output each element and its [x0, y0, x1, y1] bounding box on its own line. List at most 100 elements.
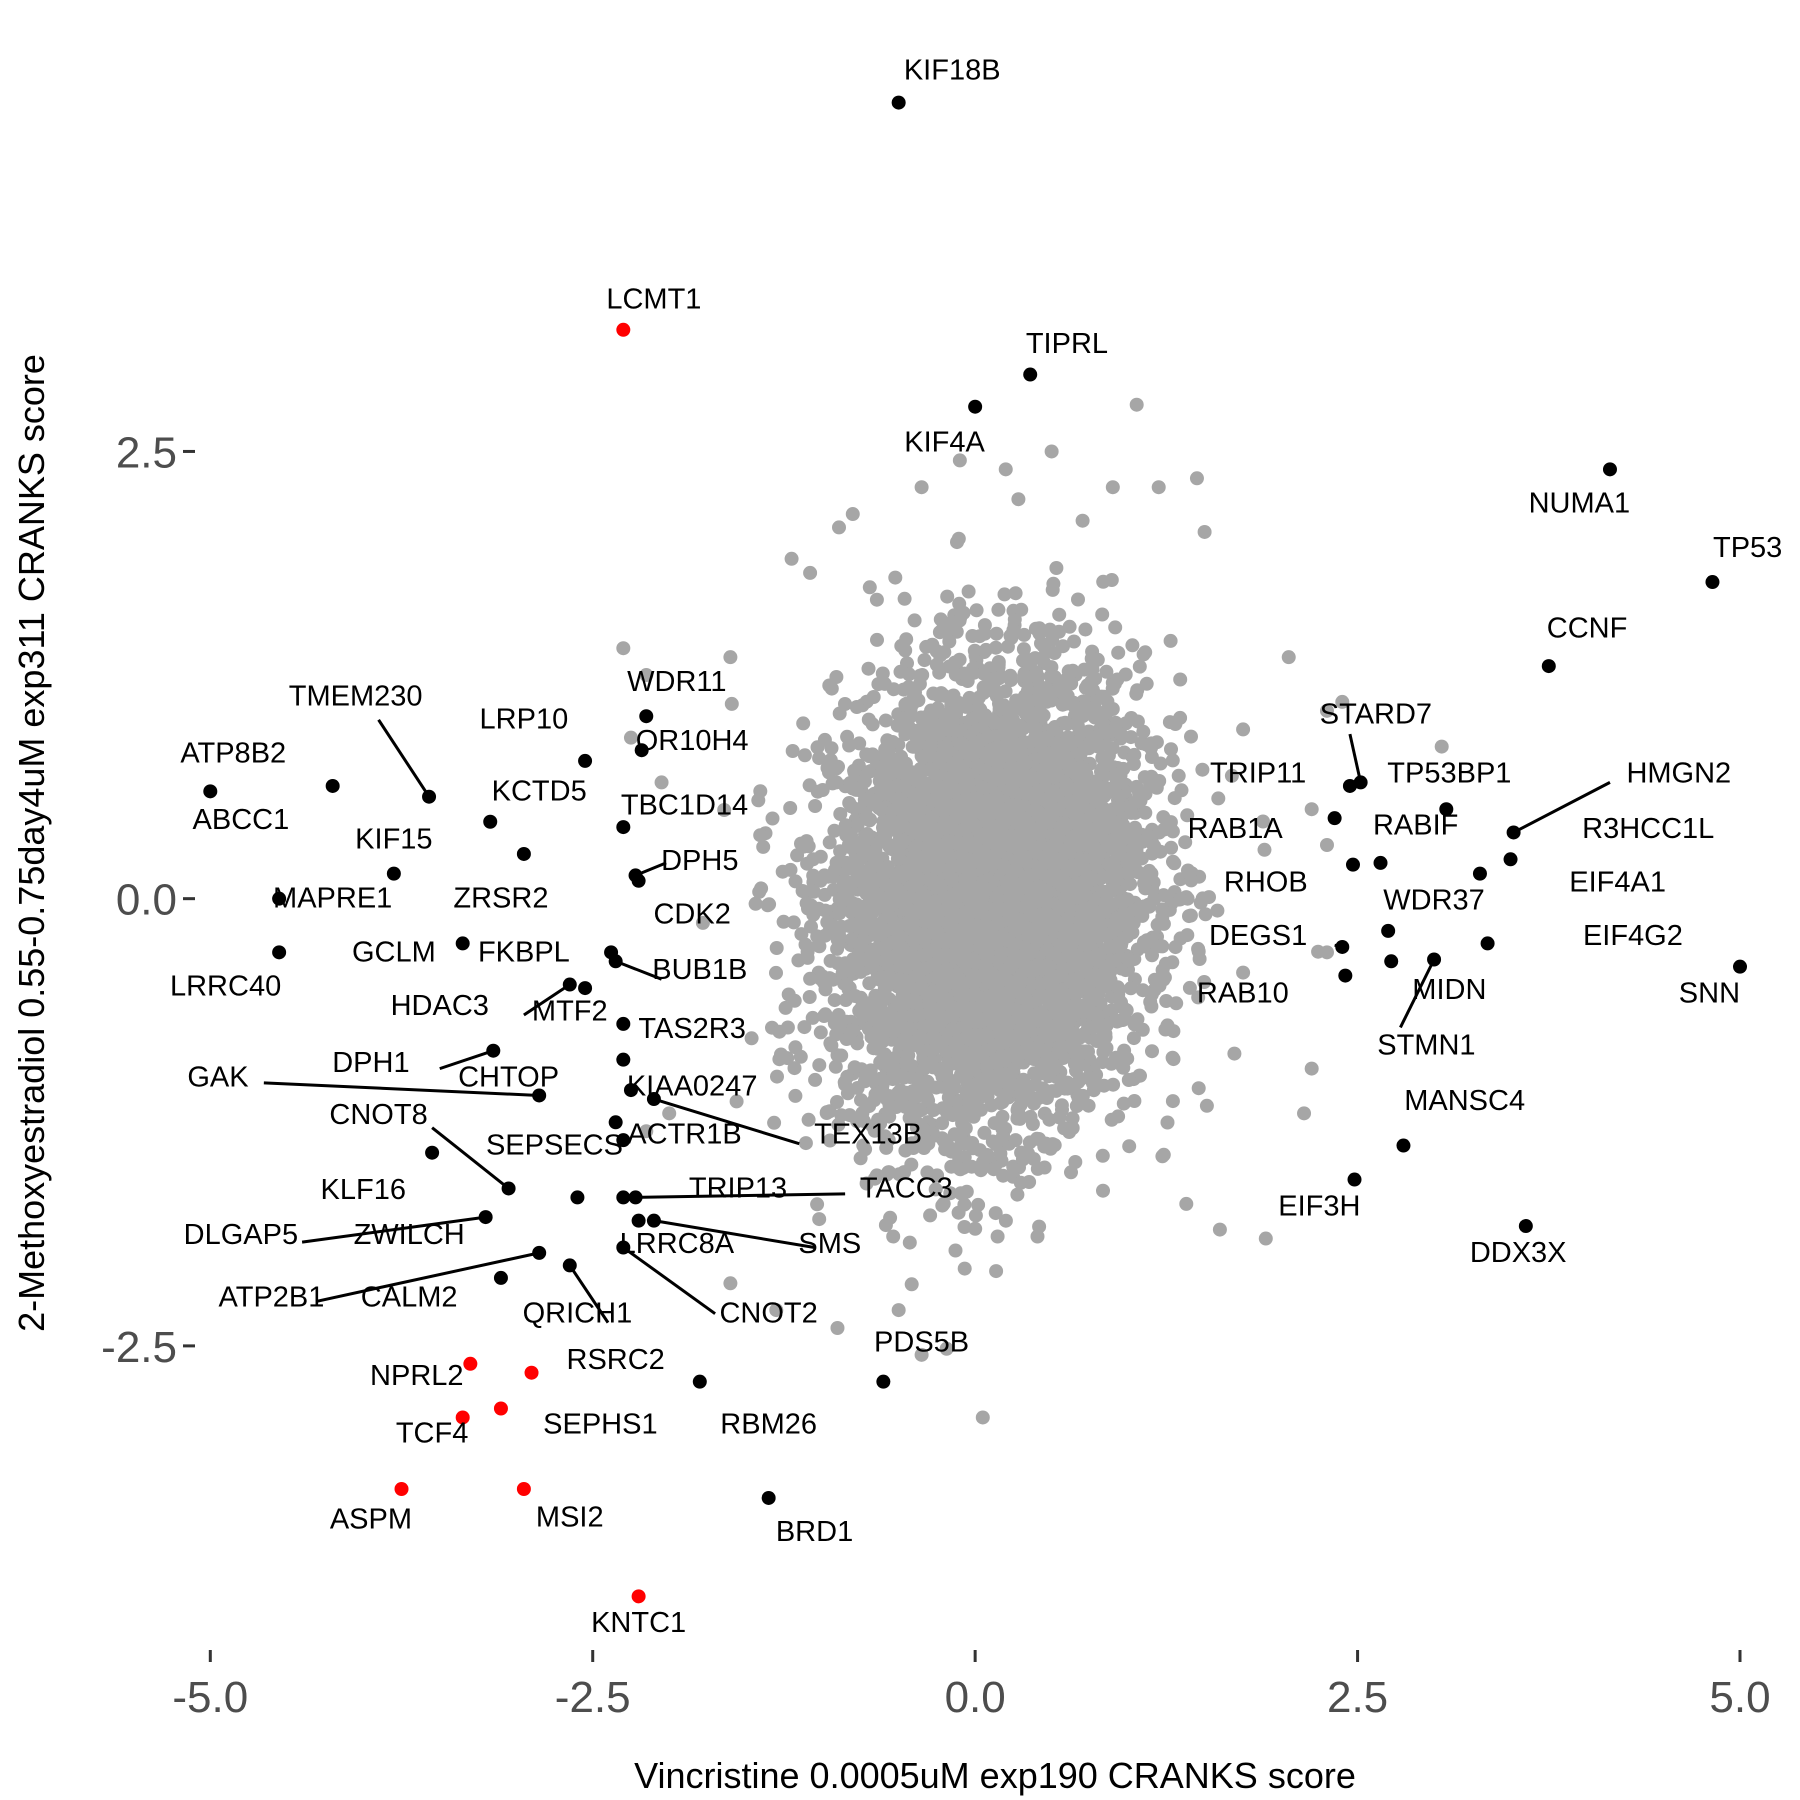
background-point — [818, 928, 833, 943]
background-point — [822, 835, 837, 850]
background-point — [729, 1094, 744, 1109]
background-point — [1135, 983, 1150, 998]
background-point — [1182, 980, 1197, 995]
background-point — [898, 697, 913, 712]
background-point — [882, 1109, 897, 1124]
background-point — [875, 666, 890, 681]
background-point — [1084, 651, 1099, 666]
background-point — [1224, 768, 1239, 783]
background-point — [861, 661, 876, 676]
background-point — [818, 1007, 833, 1022]
background-point — [695, 915, 710, 930]
background-point — [857, 792, 872, 807]
background-point — [968, 1221, 983, 1236]
background-point — [990, 1229, 1005, 1244]
background-point — [906, 1141, 921, 1155]
background-point — [957, 666, 972, 681]
background-point — [1171, 768, 1186, 783]
background-point — [1127, 1094, 1142, 1108]
background-point — [858, 1142, 873, 1157]
background-point — [1120, 929, 1134, 944]
background-point — [1165, 753, 1180, 768]
background-point — [986, 1162, 1001, 1177]
background-point — [786, 915, 801, 930]
background-point — [1164, 840, 1179, 855]
background-point — [878, 713, 893, 728]
background-point — [797, 748, 812, 763]
background-point — [1168, 717, 1183, 731]
background-point — [869, 592, 884, 607]
background-point — [1024, 652, 1039, 667]
background-point — [879, 1140, 894, 1155]
background-point — [942, 634, 957, 649]
background-point — [772, 1052, 787, 1067]
background-point — [1163, 633, 1178, 648]
background-point — [830, 941, 845, 956]
background-point — [948, 1243, 963, 1258]
background-point — [897, 591, 912, 606]
background-point — [1126, 1031, 1141, 1046]
background-point — [870, 632, 884, 647]
background-point — [1054, 1073, 1069, 1088]
background-point — [1125, 638, 1140, 653]
background-point — [989, 1264, 1004, 1279]
background-point — [1210, 903, 1225, 918]
background-point — [902, 667, 916, 682]
background-point — [917, 1122, 932, 1137]
background-point — [843, 828, 858, 843]
background-point — [1099, 1041, 1114, 1055]
background-point — [1101, 748, 1116, 763]
background-point — [878, 752, 893, 767]
background-point — [1158, 956, 1173, 971]
background-point — [1145, 948, 1159, 963]
background-point — [952, 1151, 967, 1166]
background-point — [1184, 729, 1198, 744]
background-point — [921, 1093, 936, 1108]
background-point — [828, 1059, 843, 1074]
background-point — [1145, 1044, 1159, 1059]
background-point — [974, 709, 989, 724]
background-point — [827, 823, 842, 838]
background-point — [869, 1168, 884, 1183]
background-point — [832, 706, 847, 721]
background-point — [993, 1146, 1008, 1161]
background-point — [818, 903, 833, 918]
background-point — [1064, 1165, 1078, 1180]
background-point — [1166, 1052, 1181, 1067]
background-point — [776, 914, 791, 929]
background-point — [1008, 1133, 1023, 1148]
background-point — [829, 775, 844, 790]
background-point — [902, 1235, 917, 1250]
background-point — [899, 1057, 914, 1072]
background-point — [1191, 1081, 1206, 1096]
background-point — [801, 1112, 816, 1127]
background-point — [724, 696, 739, 711]
background-point — [991, 602, 1006, 617]
background-point — [939, 1341, 954, 1356]
background-point — [1042, 1112, 1057, 1127]
background-point — [947, 655, 962, 670]
background-point — [1049, 561, 1064, 575]
background-point — [1025, 1117, 1040, 1131]
background-point — [840, 1069, 855, 1084]
background-point — [827, 993, 842, 1008]
background-point — [765, 811, 780, 826]
background-point — [943, 1186, 958, 1201]
background-point — [1159, 994, 1174, 1008]
background-point — [1111, 645, 1126, 660]
background-point — [1108, 620, 1123, 635]
background-point — [969, 603, 984, 618]
background-point — [886, 682, 901, 697]
background-point — [1073, 1072, 1088, 1086]
background-point — [1067, 634, 1081, 649]
background-point — [806, 884, 821, 899]
background-point — [925, 637, 940, 652]
background-point — [1118, 716, 1133, 731]
background-point — [812, 1212, 827, 1227]
background-point — [1256, 814, 1270, 829]
background-point — [961, 584, 976, 599]
background-point — [902, 1110, 917, 1125]
background-point — [915, 713, 930, 728]
background-point — [791, 953, 806, 968]
